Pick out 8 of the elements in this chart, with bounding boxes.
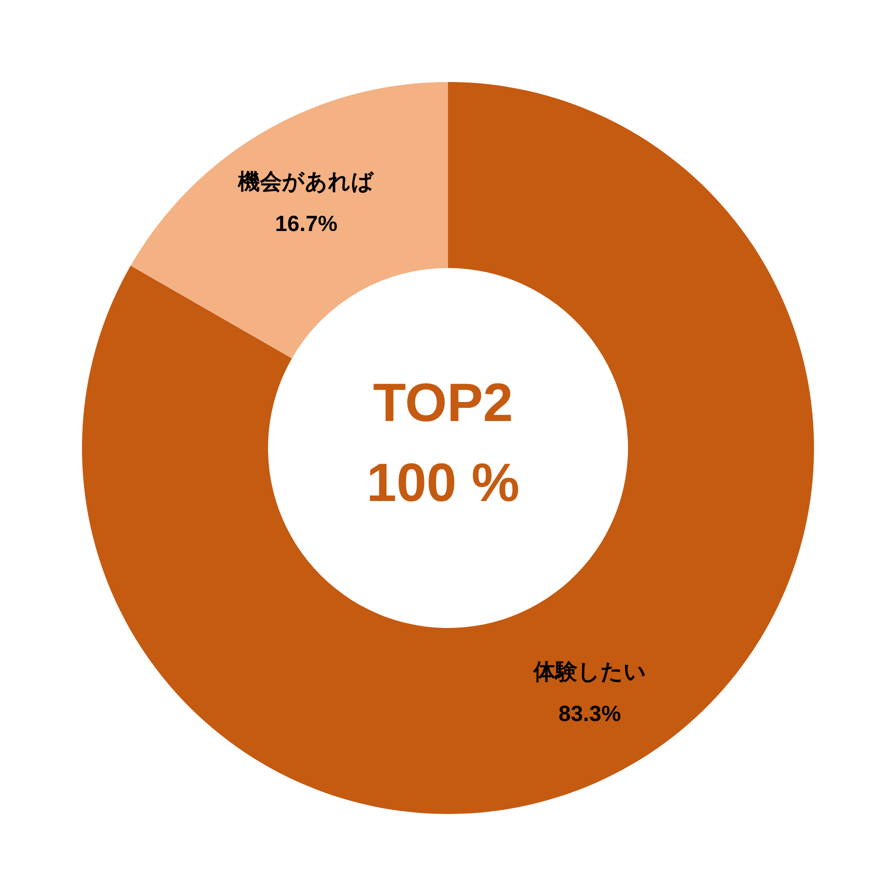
donut-slice — [82, 82, 814, 814]
data-label: 16.7% — [275, 211, 338, 236]
text: 100 % — [365, 452, 521, 515]
slice-label: 体験したい — [532, 658, 646, 684]
donut-slice — [130, 82, 448, 358]
data-label: 83.3% — [558, 700, 621, 726]
slice-label: 機会があれば — [237, 169, 376, 194]
text: TOP2 — [372, 372, 514, 435]
